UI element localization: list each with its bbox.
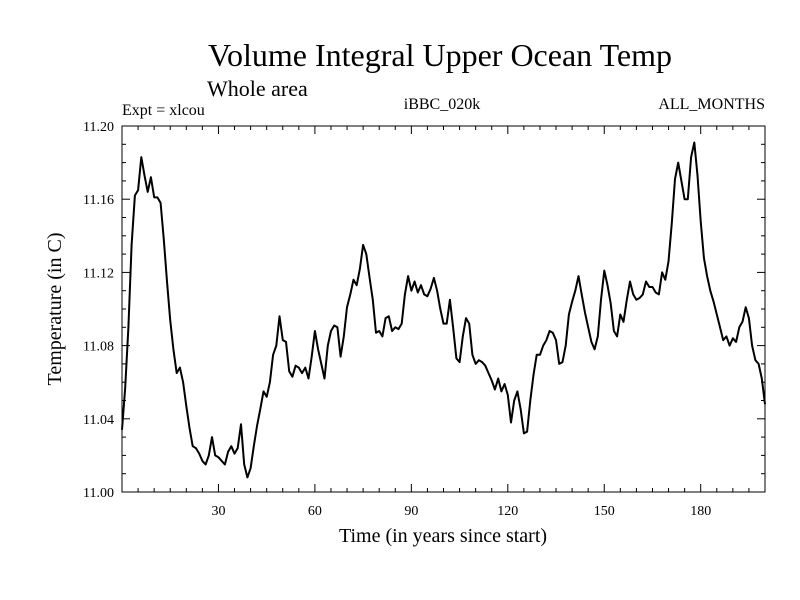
y-tick-label: 11.04 xyxy=(83,413,114,428)
x-tick-label: 90 xyxy=(404,504,418,519)
y-tick-label: 11.08 xyxy=(83,340,114,355)
y-tick-labels: 11.00 11.04 11.08 11.12 11.16 11.20 xyxy=(83,120,114,501)
chart-title: Volume Integral Upper Ocean Temp xyxy=(208,37,672,73)
x-tick-label: 120 xyxy=(497,504,518,519)
annotation-months: ALL_MONTHS xyxy=(658,96,765,113)
y-axis-label: Temperature (in C) xyxy=(44,233,66,386)
annotation-run-id: iBBC_020k xyxy=(404,96,480,113)
chart-subtitle: Whole area xyxy=(207,76,308,101)
x-tick-label: 30 xyxy=(211,504,225,519)
y-tick-label: 11.12 xyxy=(83,266,114,281)
y-tick-label: 11.20 xyxy=(83,120,114,135)
x-tick-label: 180 xyxy=(690,504,711,519)
x-axis-label: Time (in years since start) xyxy=(339,525,547,547)
x-tick-label: 150 xyxy=(594,504,615,519)
plot-frame xyxy=(121,125,766,493)
x-tick-label: 60 xyxy=(308,504,322,519)
annotation-experiment: Expt = xlcou xyxy=(122,102,205,119)
x-tick-labels: 30 60 90 120 150 180 xyxy=(211,504,711,519)
axis-ticks xyxy=(122,126,765,492)
y-tick-label: 11.16 xyxy=(83,193,114,208)
series-line xyxy=(121,141,766,479)
y-tick-label: 11.00 xyxy=(83,486,114,501)
